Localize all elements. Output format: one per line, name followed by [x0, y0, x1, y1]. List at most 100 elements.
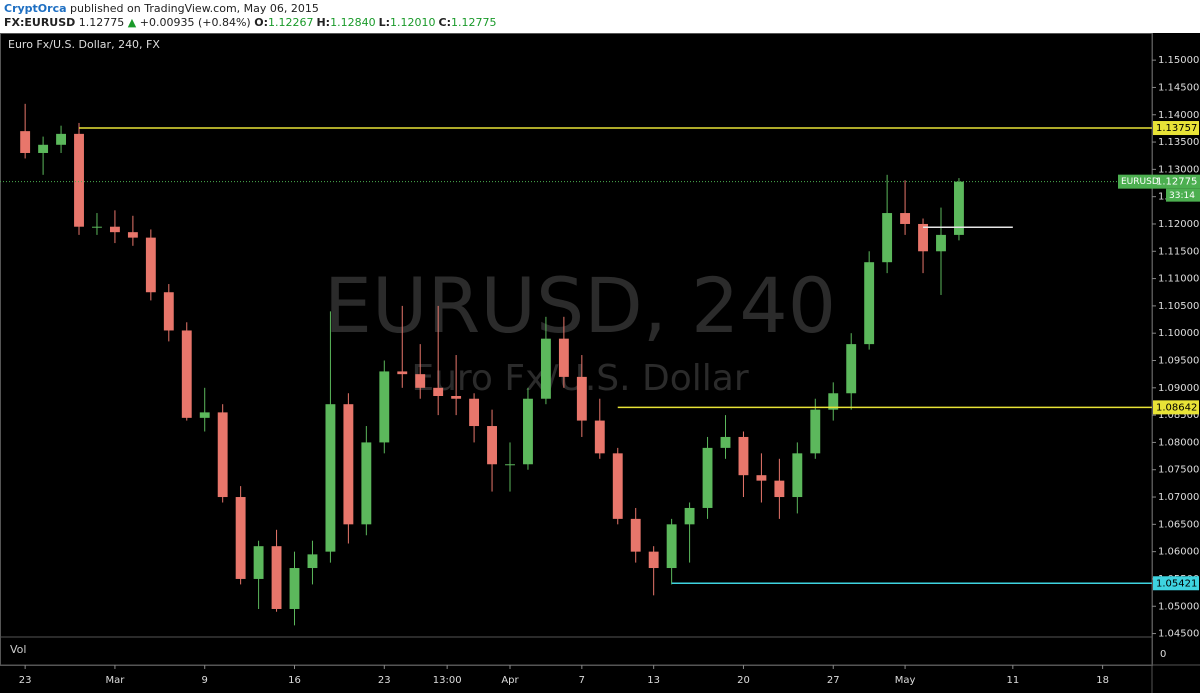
candle-body: [199, 412, 210, 418]
x-tick-label: 9: [202, 675, 208, 686]
y-tick-label: 1.13000: [1158, 164, 1199, 175]
candle-body: [540, 338, 551, 399]
ohlc-label: L:: [378, 16, 390, 29]
candle-body: [810, 409, 821, 454]
ohlc-value: 1.12775: [450, 16, 497, 29]
candle-body: [828, 393, 839, 410]
candle-body: [433, 387, 444, 397]
y-tick-label: 1.05000: [1158, 601, 1199, 612]
countdown: 33:14: [1169, 191, 1195, 201]
author[interactable]: CryptOrca: [4, 2, 67, 15]
candle-body: [918, 223, 928, 252]
candle-body: [379, 371, 390, 443]
x-tick-label: 23: [378, 675, 391, 686]
x-tick-label: 23: [19, 675, 32, 686]
candle-body: [74, 133, 84, 227]
candle-body: [217, 412, 228, 498]
candle-body: [20, 131, 31, 153]
price-label-value: 1.12775: [1156, 177, 1197, 188]
candle-body: [505, 464, 515, 466]
candle-body: [145, 237, 156, 293]
candle-body: [163, 292, 174, 331]
candle-body: [648, 551, 659, 569]
candle-body: [630, 518, 641, 552]
y-tick-label: 1.09000: [1158, 383, 1199, 394]
candle-body: [612, 453, 623, 519]
y-tick-label: 1.08500: [1158, 410, 1199, 421]
x-tick-label: 27: [827, 675, 840, 686]
y-tick-label: 1.07500: [1158, 465, 1199, 476]
ohlc-label: C:: [438, 16, 451, 29]
x-tick-label: 7: [579, 675, 585, 686]
candle-body: [253, 546, 264, 579]
candle-body: [846, 344, 857, 394]
ohlc: O:1.12267 H:1.12840 L:1.12010 C:1.12775: [254, 16, 499, 29]
ohlc-value: 1.12267: [267, 16, 314, 29]
x-tick-label: 18: [1096, 675, 1109, 686]
candle-body: [900, 213, 911, 224]
volume-label: Vol: [10, 643, 26, 656]
y-tick-label: 1.06000: [1158, 547, 1199, 558]
y-tick-label: 1.07000: [1158, 492, 1199, 503]
symbol: FX:EURUSD: [4, 16, 76, 29]
y-tick-label: 1.11000: [1158, 274, 1199, 285]
candle-body: [415, 374, 426, 388]
candle-body: [864, 262, 875, 345]
y-tick-label: 1.15000: [1158, 55, 1199, 66]
x-tick-label: 13:00: [433, 675, 462, 686]
arrow: ▲: [127, 16, 137, 29]
chart: EURUSD, 240 Euro Fx/U.S. Dollar Euro Fx/…: [0, 33, 1200, 693]
candle-body: [325, 404, 336, 552]
candle-body: [343, 404, 354, 525]
y-tick-label: 1.12000: [1158, 219, 1199, 230]
candle-body: [235, 497, 246, 579]
y-tick-label: 1.10000: [1158, 328, 1199, 339]
candle-body: [181, 330, 192, 418]
x-tick-label: May: [895, 675, 916, 686]
candle-body: [738, 436, 749, 476]
candle-body: [720, 436, 731, 448]
price-label-name: EURUSD: [1121, 177, 1159, 187]
ohlc-value: 1.12840: [330, 16, 376, 29]
candle-body: [469, 398, 480, 427]
candle-body: [56, 133, 66, 145]
candle-body: [451, 396, 462, 399]
y-tick-label: 1.08000: [1158, 437, 1199, 448]
candle-body: [558, 338, 569, 377]
candle-body: [38, 144, 49, 153]
y-tick-label: 1.13500: [1158, 137, 1199, 148]
published: published on TradingView.com, May 06, 20…: [70, 2, 319, 15]
candle-body: [792, 453, 803, 498]
candle-body: [127, 232, 138, 238]
candle-body: [882, 213, 893, 263]
level-label: 1.05421: [1156, 578, 1197, 589]
candle-body: [576, 376, 587, 421]
ohlc-value: 1.12010: [390, 16, 436, 29]
candle-body: [289, 568, 300, 609]
price-label-bg: [1118, 174, 1200, 189]
candle-body: [774, 480, 785, 498]
y-tick-label: 1.10500: [1158, 301, 1199, 312]
y-tick-label: 1.06500: [1158, 519, 1199, 530]
y-tick-label: 1.09500: [1158, 356, 1199, 367]
y-tick-label: 1.14000: [1158, 110, 1199, 121]
candle-body: [487, 426, 497, 465]
candle-body: [954, 181, 964, 235]
candle-body: [307, 554, 318, 569]
candle-body: [397, 371, 408, 375]
level-label-bg: [1153, 121, 1199, 136]
header: CryptOrca published on TradingView.com, …: [0, 0, 1200, 33]
level-label-bg: [1153, 400, 1199, 415]
candle-body: [109, 226, 120, 233]
y-tick-label: 1.14500: [1158, 82, 1199, 93]
candle-body: [523, 398, 533, 465]
candle-body: [684, 507, 695, 525]
ohlc-label: O:: [254, 16, 268, 29]
candle-body: [361, 442, 372, 525]
candle-body: [756, 475, 767, 481]
level-label: 1.13757: [1156, 123, 1197, 134]
ohlc-label: H:: [316, 16, 331, 29]
y-tick-label: 1.04500: [1158, 629, 1199, 640]
publish-line: CryptOrca published on TradingView.com, …: [4, 2, 1196, 16]
